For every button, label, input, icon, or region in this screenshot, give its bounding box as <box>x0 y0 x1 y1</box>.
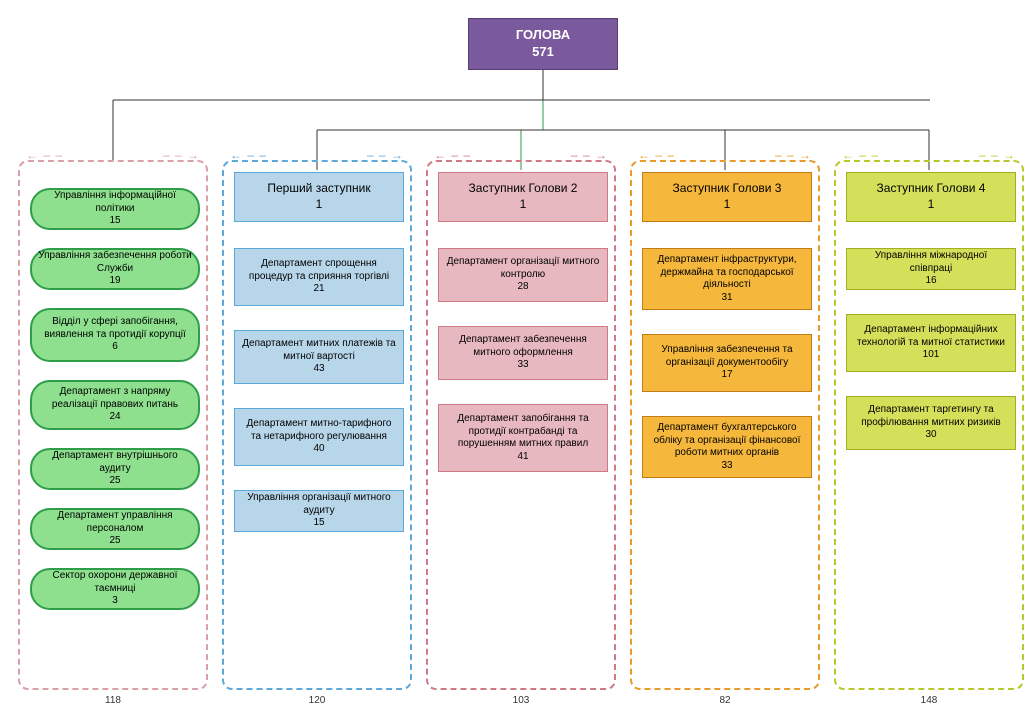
dept-count: 3 <box>38 595 192 608</box>
dept-count: 41 <box>445 451 601 464</box>
dept-box: Департамент внутрішнього аудиту25 <box>30 448 200 490</box>
dept-box: Департамент організації митного контролю… <box>438 248 608 302</box>
dept-label: Департамент митних платежів та митної ва… <box>241 338 397 363</box>
dept-count: 19 <box>38 275 192 288</box>
dept-box: Департамент інфраструктури, держмайна та… <box>642 248 812 310</box>
arrow-right: – – → <box>979 148 1016 162</box>
column-footer: 120 <box>224 695 410 706</box>
dept-box: Управління забезпечення роботи Служби19 <box>30 248 200 290</box>
dept-label: Департамент управління персоналом <box>38 510 192 535</box>
column-footer: 82 <box>632 695 818 706</box>
dept-count: 40 <box>241 443 397 456</box>
dept-label: Департамент забезпечення митного оформле… <box>445 334 601 359</box>
dept-box: Департамент забезпечення митного оформле… <box>438 326 608 380</box>
dept-box: Управління міжнародної співпраці16 <box>846 248 1016 290</box>
dept-count: 24 <box>38 411 192 424</box>
head-title: ГОЛОВА <box>469 27 617 44</box>
dept-box: Департамент таргетингу та профілювання м… <box>846 396 1016 450</box>
dept-count: 15 <box>241 517 397 530</box>
arrow-left: ← – – <box>230 148 267 162</box>
dept-box: Департамент управління персоналом25 <box>30 508 200 550</box>
column-2: ← – –– – →Заступник Голови 21Департамент… <box>426 160 616 690</box>
column-footer: 148 <box>836 695 1022 706</box>
dept-box: Департамент бухгалтерського обліку та ор… <box>642 416 812 478</box>
dept-box: Відділ у сфері запобігання, виявлення та… <box>30 308 200 362</box>
dept-box: Департамент з напряму реалізації правови… <box>30 380 200 430</box>
column-header-label: Заступник Голови 4 <box>847 181 1015 197</box>
dept-count: 15 <box>38 215 192 228</box>
dept-count: 101 <box>853 349 1009 362</box>
column-header: Заступник Голови 31 <box>642 172 812 222</box>
arrow-left: ← – – <box>434 148 471 162</box>
dept-label: Сектор охорони державної таємниці <box>38 570 192 595</box>
dept-count: 17 <box>649 369 805 382</box>
column-4: ← – –– – →Заступник Голови 41Управління … <box>834 160 1024 690</box>
dept-label: Управління забезпечення роботи Служби <box>38 250 192 275</box>
dept-label: Департамент бухгалтерського обліку та ор… <box>649 422 805 460</box>
dept-box: Департамент запобігання та протидії конт… <box>438 404 608 472</box>
arrow-left: ← – – <box>638 148 675 162</box>
dept-count: 16 <box>853 275 1009 288</box>
column-header-label: Перший заступник <box>235 181 403 197</box>
arrow-right: – – → <box>163 148 200 162</box>
dept-label: Управління організації митного аудиту <box>241 492 397 517</box>
dept-count: 25 <box>38 535 192 548</box>
column-3: ← – –– – →Заступник Голови 31Департамент… <box>630 160 820 690</box>
dept-label: Департамент інформаційних технологій та … <box>853 324 1009 349</box>
dept-label: Департамент організації митного контролю <box>445 256 601 281</box>
dept-label: Управління міжнародної співпраці <box>853 250 1009 275</box>
column-header: Заступник Голови 41 <box>846 172 1016 222</box>
dept-count: 31 <box>649 292 805 305</box>
dept-label: Департамент з напряму реалізації правови… <box>38 386 192 411</box>
dept-label: Департамент інфраструктури, держмайна та… <box>649 254 805 292</box>
dept-count: 33 <box>445 359 601 372</box>
arrow-left: ← – – <box>842 148 879 162</box>
dept-label: Управління забезпечення та організації д… <box>649 344 805 369</box>
arrow-left: ← – – <box>26 148 63 162</box>
dept-count: 6 <box>38 341 192 354</box>
dept-count: 43 <box>241 363 397 376</box>
dept-label: Департамент запобігання та протидії конт… <box>445 413 601 451</box>
column-header-count: 1 <box>847 197 1015 213</box>
dept-label: Департамент спрощення процедур та сприян… <box>241 258 397 283</box>
dept-label: Департамент митно-тарифного та нетарифно… <box>241 418 397 443</box>
dept-box: Управління організації митного аудиту15 <box>234 490 404 532</box>
column-footer: 103 <box>428 695 614 706</box>
column-header-label: Заступник Голови 3 <box>643 181 811 197</box>
arrow-right: – – → <box>775 148 812 162</box>
dept-label: Відділ у сфері запобігання, виявлення та… <box>38 316 192 341</box>
dept-label: Департамент внутрішнього аудиту <box>38 450 192 475</box>
column-0: ← – –– – →Управління інформаційної політ… <box>18 160 208 690</box>
column-header-count: 1 <box>439 197 607 213</box>
dept-label: Департамент таргетингу та профілювання м… <box>853 404 1009 429</box>
column-header: Перший заступник1 <box>234 172 404 222</box>
dept-box: Управління інформаційної політики15 <box>30 188 200 230</box>
dept-box: Департамент митних платежів та митної ва… <box>234 330 404 384</box>
dept-label: Управління інформаційної політики <box>38 190 192 215</box>
column-footer: 118 <box>20 695 206 706</box>
dept-count: 21 <box>241 283 397 296</box>
dept-box: Департамент митно-тарифного та нетарифно… <box>234 408 404 466</box>
arrow-right: – – → <box>571 148 608 162</box>
column-header-count: 1 <box>235 197 403 213</box>
dept-box: Департамент інформаційних технологій та … <box>846 314 1016 372</box>
dept-count: 30 <box>853 429 1009 442</box>
dept-box: Сектор охорони державної таємниці3 <box>30 568 200 610</box>
dept-count: 25 <box>38 475 192 488</box>
arrow-right: – – → <box>367 148 404 162</box>
column-header-label: Заступник Голови 2 <box>439 181 607 197</box>
dept-count: 33 <box>649 460 805 473</box>
column-header: Заступник Голови 21 <box>438 172 608 222</box>
column-header-count: 1 <box>643 197 811 213</box>
head-count: 571 <box>469 44 617 61</box>
dept-count: 28 <box>445 281 601 294</box>
dept-box: Департамент спрощення процедур та сприян… <box>234 248 404 306</box>
head-box: ГОЛОВА 571 <box>468 18 618 70</box>
column-1: ← – –– – →Перший заступник1Департамент с… <box>222 160 412 690</box>
dept-box: Управління забезпечення та організації д… <box>642 334 812 392</box>
